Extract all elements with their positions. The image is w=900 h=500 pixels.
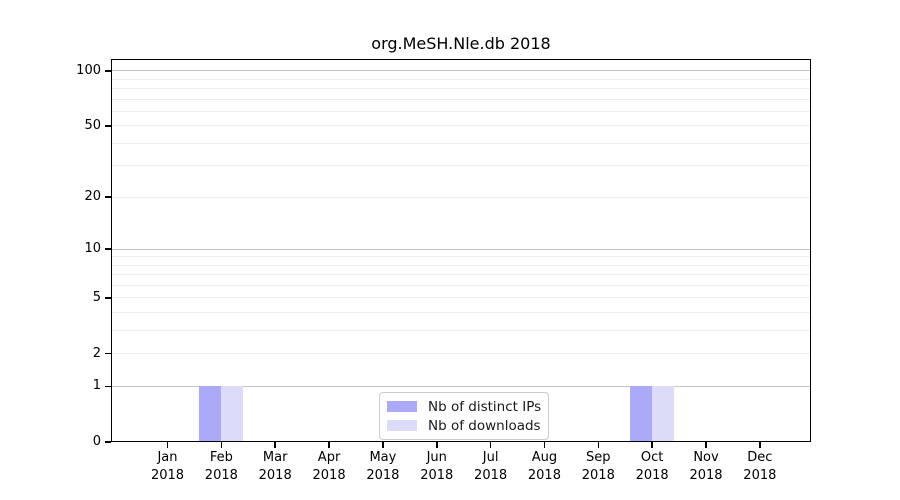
y-tick-label: 2: [92, 345, 101, 361]
legend-row-distinct-ips: Nb of distinct IPs: [387, 398, 542, 415]
y-tick: [105, 196, 111, 198]
y-tick: [105, 385, 111, 388]
y-tick-label: 10: [84, 241, 101, 257]
y-tick-label: 0: [92, 434, 101, 449]
x-tick: [543, 442, 546, 448]
gridline-major: [111, 248, 811, 250]
x-tick: [220, 442, 223, 448]
x-tick: [436, 442, 438, 448]
x-tick: [328, 442, 330, 448]
gridline-minor: [111, 142, 811, 144]
plot-area: Nb of distinct IPs Nb of downloads 0 1 2 5 1…: [76, 59, 811, 483]
x-tick-label: Mar 2018: [258, 450, 292, 483]
gridline-minor: [111, 165, 811, 167]
plot-border: [111, 59, 811, 442]
bar-distinct-ips: [630, 386, 653, 442]
chart-title: org.MeSH.Nle.db 2018: [371, 34, 551, 53]
y-tick: [105, 297, 111, 299]
legend-swatch-distinct-ips: [387, 401, 417, 412]
x-tick: [759, 442, 761, 448]
y-tick-label: 20: [84, 189, 101, 205]
x-tick-label: Aug 2018: [527, 450, 561, 483]
legend: Nb of distinct IPs Nb of downloads: [379, 392, 549, 440]
gridline-minor: [111, 297, 811, 299]
legend-label-downloads: Nb of downloads: [428, 417, 541, 434]
gridline-minor: [111, 264, 811, 266]
y-tick-label: 5: [92, 289, 101, 305]
x-tick-label: Jul 2018: [474, 450, 508, 483]
x-tick-label: Feb 2018: [204, 450, 238, 483]
y-tick-label: 100: [76, 62, 101, 78]
x-tick-label: Dec 2018: [743, 450, 777, 483]
x-tick: [489, 442, 492, 448]
x-tick: [274, 442, 276, 448]
gridline-major: [111, 70, 811, 72]
x-tick-label: Apr 2018: [312, 450, 346, 483]
x-tick-label: May 2018: [366, 450, 400, 483]
x-tick: [166, 442, 169, 448]
gridline-minor: [111, 312, 811, 314]
gridline-minor: [111, 88, 811, 90]
x-tick: [651, 442, 653, 448]
gridline-major: [111, 385, 811, 387]
gridline-minor: [111, 196, 811, 198]
x-tick: [382, 442, 384, 448]
x-tick: [597, 442, 600, 448]
y-tick: [105, 352, 111, 355]
y-tick-label: 1: [92, 378, 101, 394]
x-tick-label: Jan 2018: [150, 450, 185, 483]
gridline-minor: [111, 98, 811, 100]
gridline-minor: [111, 110, 811, 112]
bar-distinct-ips: [199, 386, 222, 442]
y-tick: [105, 125, 111, 127]
x-tick-label: Jun 2018: [420, 450, 454, 483]
gridline-minor: [111, 353, 811, 355]
y-tick: [105, 441, 111, 443]
gridline-minor: [111, 78, 811, 80]
y-tick: [105, 248, 111, 250]
legend-label-distinct-ips: Nb of distinct IPs: [428, 398, 542, 415]
x-tick-label: Sep 2018: [581, 450, 615, 483]
legend-row-downloads: Nb of downloads: [387, 417, 541, 434]
y-tick-label: 50: [84, 117, 101, 133]
bar-downloads: [652, 386, 675, 442]
y-tick: [105, 70, 111, 72]
gridline-minor: [111, 125, 811, 127]
gridline-minor: [111, 330, 811, 332]
legend-swatch-downloads: [387, 420, 417, 431]
x-tick: [705, 442, 707, 448]
x-tick-label: Oct 2018: [635, 450, 669, 483]
gridline-minor: [111, 274, 811, 276]
gridline-minor: [111, 256, 811, 258]
gridline-minor: [111, 285, 811, 287]
x-tick-label: Nov 2018: [689, 450, 723, 483]
bar-downloads: [221, 386, 244, 442]
